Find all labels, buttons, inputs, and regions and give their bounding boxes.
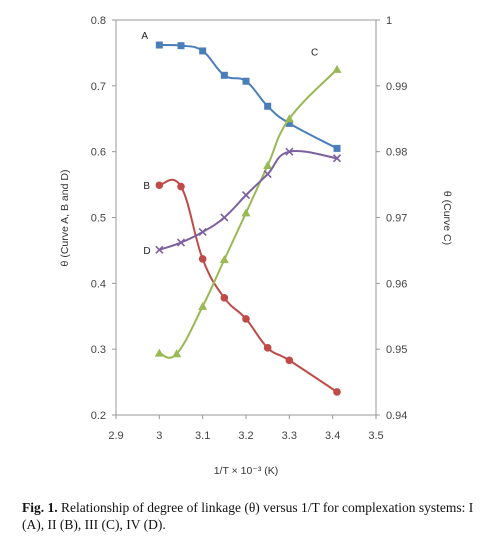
curve-label-b: B (143, 181, 150, 192)
series-d-point (285, 147, 294, 156)
y-right-tick-label: 0.96 (386, 278, 407, 290)
y-left-tick-label: 0.3 (91, 344, 106, 356)
x-tick-label: 3.5 (368, 430, 383, 442)
y-left-tick-label: 0.8 (91, 15, 106, 27)
series-c-point (172, 349, 182, 358)
series-b-line (159, 178, 338, 393)
series-b-point (242, 315, 250, 323)
y-left-tick-label: 0.7 (91, 81, 106, 93)
series-a-point (177, 42, 185, 50)
x-tick-label: 3.2 (238, 430, 253, 442)
series-d-point (332, 154, 342, 163)
series-c-point (263, 160, 273, 169)
series-d-point (220, 213, 229, 222)
series-b-point (333, 388, 341, 396)
series-layer (154, 41, 342, 396)
y-left-tick-label: 0.5 (91, 213, 106, 225)
x-tick-label: 3.3 (282, 430, 297, 442)
x-tick-label: 3 (156, 430, 162, 442)
y-left-tick-label: 0.2 (91, 410, 106, 422)
series-c-point (241, 208, 251, 217)
series-b-point (263, 344, 272, 352)
series-a-point (155, 41, 163, 49)
series-a-point (264, 102, 272, 110)
series-a-point (220, 71, 228, 79)
x-tick-label: 3.1 (195, 430, 210, 442)
y-right-tick-label: 0.94 (386, 410, 407, 422)
series-d-point (241, 191, 251, 200)
series-d-point (263, 169, 272, 179)
y-right-tick-label: 0.98 (386, 147, 407, 159)
series-a-point (333, 144, 341, 152)
series-c-point (198, 301, 208, 310)
series-d-point (198, 227, 207, 237)
series-c-point (284, 114, 294, 123)
x-axis-title: 1/T × 10⁻³ (K) (214, 465, 279, 477)
series-b-point (198, 255, 207, 263)
figure-caption: Fig. 1. Relationship of degree of linkag… (22, 499, 488, 533)
series-b-point (220, 294, 229, 302)
x-tick-label: 3.4 (325, 430, 340, 442)
curve-label-c: C (311, 47, 318, 58)
curve-label-d: D (143, 246, 150, 257)
series-a-point (199, 47, 207, 55)
y-right-tick-label: 0.95 (386, 344, 407, 356)
tick-layer: 2.9 3 3.1 3.2 3.3 3.4 3.5 0.2 0.3 0.4 0.5 0.6 0.7 0.8… (91, 15, 408, 442)
y-left-tick-label: 0.6 (91, 147, 106, 159)
series-d-point (176, 238, 186, 247)
y-left-tick-label: 0.4 (91, 278, 106, 290)
caption-label: Fig. 1. (22, 500, 58, 515)
chart: 2.9 3 3.1 3.2 3.3 3.4 3.5 0.2 0.3 0.4 0.5 0.6 0.7 0.8… (59, 15, 453, 477)
y-right-tick-label: 0.97 (386, 213, 407, 225)
series-b-point (177, 182, 185, 191)
series-b-point (155, 181, 164, 190)
curve-labels: A B C D (141, 31, 318, 257)
x-tick-label: 2.9 (108, 430, 123, 442)
series-c-point (219, 255, 229, 264)
y-right-tick-label: 1 (386, 15, 392, 27)
series-c-point (154, 348, 164, 357)
series-a-point (242, 77, 250, 85)
series-d-point (155, 245, 164, 254)
series-b-point (285, 356, 294, 365)
y-axis-right-title: θ (Curve C) (441, 191, 453, 245)
series-a-point (285, 119, 293, 127)
series-a-line (159, 43, 338, 150)
y-axis-left-title: θ (Curve A, B and D) (59, 170, 71, 267)
curve-label-a: A (141, 31, 148, 42)
caption-text: Relationship of degree of linkage (θ) ve… (22, 500, 474, 532)
series-c-point (332, 64, 342, 73)
series-d-line (159, 149, 338, 251)
y-right-tick-label: 0.99 (386, 81, 407, 93)
